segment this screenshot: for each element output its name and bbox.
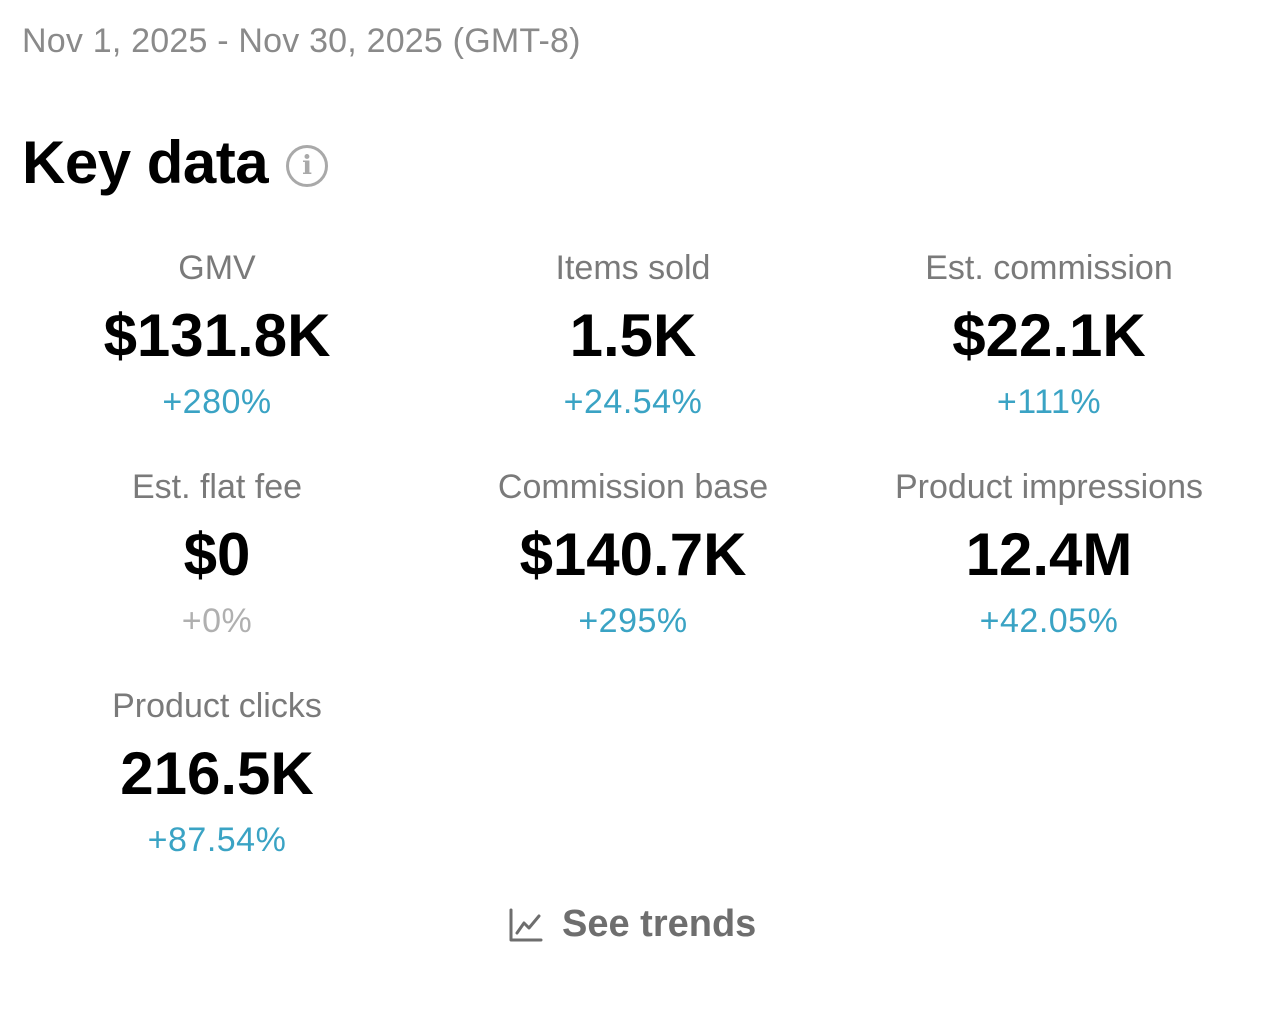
metric-label: Est. commission — [925, 249, 1173, 287]
see-trends-button[interactable]: See trends — [508, 903, 756, 946]
metric-change: +280% — [162, 383, 272, 421]
metric-est-commission[interactable]: Est. commission $22.1K +111% — [849, 248, 1249, 422]
metric-value: 12.4M — [965, 521, 1133, 588]
metric-product-impressions[interactable]: Product impressions 12.4M +42.05% — [849, 467, 1249, 641]
metric-change: +0% — [181, 602, 253, 640]
metric-change: +87.54% — [147, 821, 287, 859]
metric-commission-base[interactable]: Commission base $140.7K +295% — [433, 467, 833, 641]
info-icon[interactable]: i — [286, 144, 329, 187]
metric-change: +111% — [996, 383, 1102, 421]
page-title: Key data — [22, 129, 269, 196]
metric-value: $0 — [183, 521, 251, 588]
metric-label: Product impressions — [894, 468, 1203, 506]
metric-change: +42.05% — [979, 602, 1119, 640]
metric-items-sold[interactable]: Items sold 1.5K +24.54% — [433, 248, 833, 422]
title-row: Key data i — [22, 128, 329, 197]
metric-label: Product clicks — [112, 687, 322, 725]
metric-product-clicks[interactable]: Product clicks 216.5K +87.54% — [17, 686, 417, 860]
date-range[interactable]: Nov 1, 2025 - Nov 30, 2025 (GMT-8) — [22, 22, 581, 60]
metric-label: Est. flat fee — [131, 468, 303, 506]
metric-gmv[interactable]: GMV $131.8K +280% — [17, 248, 417, 422]
metric-value: 216.5K — [120, 740, 314, 807]
metric-change: +24.54% — [563, 383, 703, 421]
metric-label: Items sold — [555, 249, 711, 287]
metric-label: Commission base — [497, 468, 769, 506]
metric-value: $22.1K — [952, 302, 1146, 369]
metric-change: +295% — [578, 602, 688, 640]
metric-value: 1.5K — [569, 302, 697, 369]
metric-value: $131.8K — [103, 302, 331, 369]
metric-est-flat-fee[interactable]: Est. flat fee $0 +0% — [17, 467, 417, 641]
metric-label: GMV — [178, 249, 256, 287]
see-trends-label: See trends — [562, 903, 757, 945]
metric-value: $140.7K — [519, 521, 747, 588]
line-chart-icon — [508, 907, 544, 943]
